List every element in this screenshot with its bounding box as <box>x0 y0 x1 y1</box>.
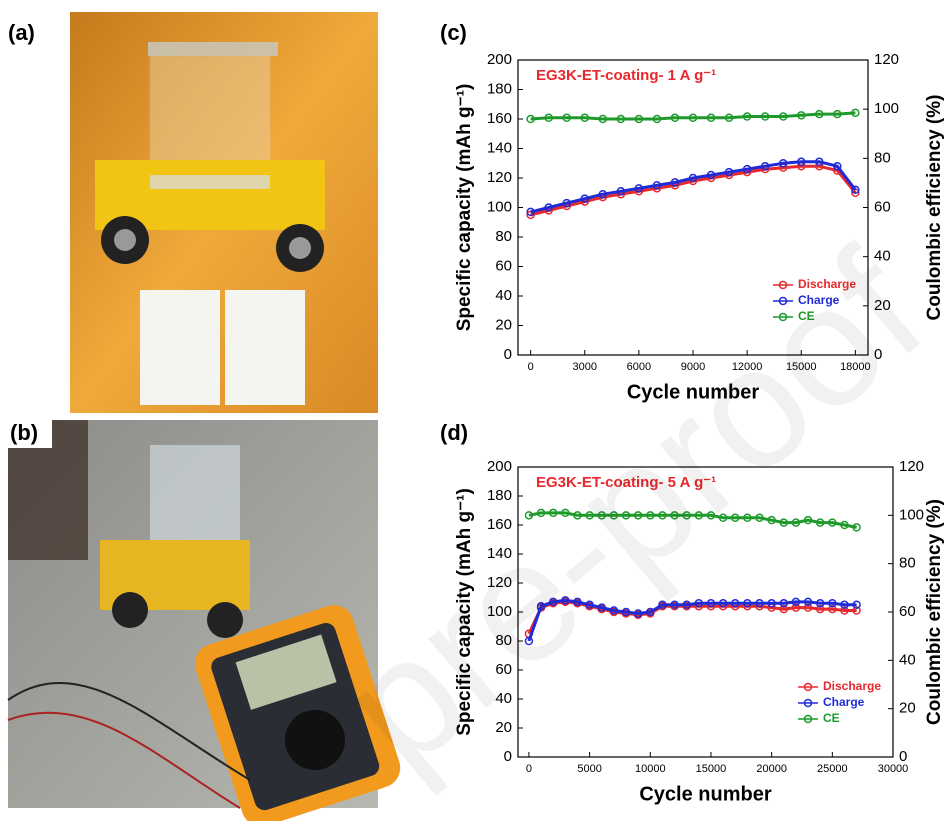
x-tick-label: 0 <box>526 763 532 775</box>
photo-a <box>70 12 378 413</box>
panel-label: (c) <box>440 20 467 45</box>
y-tick-label: 180 <box>487 80 512 97</box>
legend-label: Charge <box>823 695 865 709</box>
x-tick-label: 10000 <box>635 763 666 775</box>
y-tick-label: 80 <box>495 228 512 245</box>
x-axis-label: Cycle number <box>639 783 771 805</box>
y-axis-label: Specific capacity (mAh g⁻¹) <box>454 84 475 332</box>
y-tick-label: 100 <box>487 198 512 215</box>
y2-tick-label: 20 <box>899 700 916 717</box>
y-tick-label: 120 <box>487 169 512 186</box>
y-tick-label: 0 <box>504 346 512 363</box>
x-tick-label: 20000 <box>756 763 787 775</box>
figure: (a)(b)(c)0300060009000120001500018000020… <box>0 0 947 821</box>
series <box>527 163 859 219</box>
y2-tick-label: 80 <box>899 555 916 572</box>
figure-canvas: (a)(b)(c)0300060009000120001500018000020… <box>0 0 947 821</box>
panel-label: (a) <box>8 20 35 45</box>
y2-tick-label: 0 <box>899 748 907 765</box>
y-tick-label: 140 <box>487 139 512 156</box>
y2-tick-label: 60 <box>874 198 891 215</box>
y2-tick-label: 60 <box>899 603 916 620</box>
y2-tick-label: 80 <box>874 149 891 166</box>
y2-tick-label: 40 <box>899 651 916 668</box>
x-tick-label: 3000 <box>573 361 597 373</box>
y2-tick-label: 100 <box>874 100 899 117</box>
chart-title: EG3K-ET-coating- 1 A g⁻¹ <box>536 67 716 84</box>
panel-label: (b) <box>10 420 38 445</box>
x-tick-label: 5000 <box>577 763 601 775</box>
x-tick-label: 15000 <box>696 763 727 775</box>
y2-tick-label: 120 <box>899 458 924 475</box>
y-tick-label: 160 <box>487 110 512 127</box>
y2-axis-label: Coulombic efficiency (%) <box>924 95 945 321</box>
series <box>527 109 859 122</box>
series-line <box>531 166 856 215</box>
x-tick-label: 6000 <box>627 361 651 373</box>
x-tick-label: 25000 <box>817 763 848 775</box>
watermark: pre-proof <box>306 215 947 804</box>
y-tick-label: 0 <box>504 748 512 765</box>
y-tick-label: 20 <box>495 316 512 333</box>
panel-label: (d) <box>440 420 468 445</box>
y2-tick-label: 40 <box>874 248 891 265</box>
y-tick-label: 60 <box>495 257 512 274</box>
y-tick-label: 40 <box>495 287 512 304</box>
legend-label: CE <box>823 711 840 725</box>
y2-axis-label: Coulombic efficiency (%) <box>924 499 945 725</box>
y-tick-label: 200 <box>487 51 512 68</box>
photo-b <box>8 420 405 821</box>
y2-tick-label: 100 <box>899 506 924 523</box>
y-tick-label: 200 <box>487 458 512 475</box>
y2-tick-label: 120 <box>874 51 899 68</box>
legend-label: Discharge <box>823 679 881 693</box>
x-tick-label: 0 <box>528 361 534 373</box>
